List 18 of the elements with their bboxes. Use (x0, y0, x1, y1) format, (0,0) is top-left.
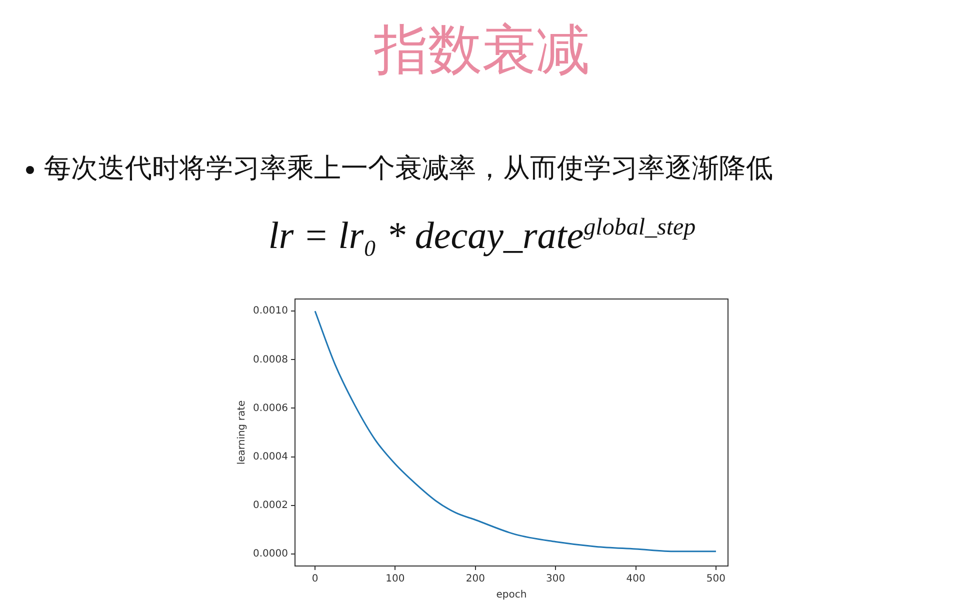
x-tick-label: 400 (626, 574, 646, 585)
x-tick-label: 500 (706, 574, 726, 585)
line-series (314, 310, 717, 552)
chart-title: 指数衰减 (373, 17, 591, 83)
y-tick-label: 0.0010 (252, 306, 288, 317)
chart-subtitle: 每次迭代时将学习率乘上一个衰减率，从而使学习率逐渐降低 (44, 153, 773, 184)
y-tick-label: 0.0006 (252, 402, 288, 414)
text: lr = lr₀ * decay_rate$^{global_step}$ (267, 214, 697, 258)
x-axis-title: epoch (496, 590, 527, 601)
y-tick-label: 0.0004 (252, 451, 288, 462)
x-tick-label: 300 (546, 574, 566, 585)
y-tick-label: 0.0008 (252, 354, 288, 366)
y-tick-label: 0.0000 (252, 548, 288, 560)
x-tick-label: 200 (466, 574, 485, 585)
y-axis-title: learning rate (236, 400, 248, 465)
x-tick-label: 0 (312, 574, 318, 585)
x-tick-label: 100 (386, 574, 405, 585)
y-tick-label: 0.0002 (252, 500, 288, 511)
